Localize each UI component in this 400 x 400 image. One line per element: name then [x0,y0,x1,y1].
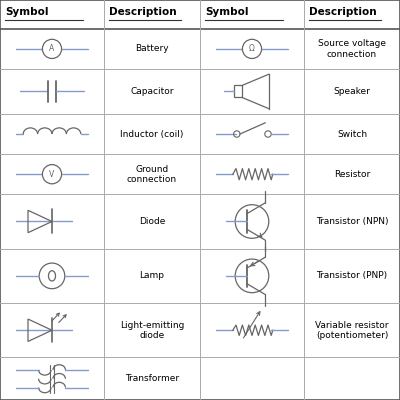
Text: Description: Description [309,8,376,18]
Text: Diode: Diode [139,217,165,226]
Text: Speaker: Speaker [334,87,370,96]
Text: Description: Description [109,8,176,18]
Text: Inductor (coil): Inductor (coil) [120,130,184,138]
Text: Light-emitting
diode: Light-emitting diode [120,320,184,340]
Text: A: A [49,44,55,53]
Bar [234,86,242,98]
Text: Transformer: Transformer [125,374,179,383]
Text: Lamp: Lamp [140,271,164,280]
Text: V: V [49,170,55,179]
Text: Switch: Switch [337,130,367,138]
Text: Transistor (PNP): Transistor (PNP) [316,271,388,280]
Text: Capacitor: Capacitor [130,87,174,96]
Text: Ground
connection: Ground connection [127,164,177,184]
Text: Symbol: Symbol [205,8,248,18]
Text: Source voltage
connection: Source voltage connection [318,39,386,58]
Text: Battery: Battery [135,44,169,53]
Text: Transistor (NPN): Transistor (NPN) [316,217,388,226]
Text: Variable resistor
(potentiometer): Variable resistor (potentiometer) [315,320,389,340]
Text: Resistor: Resistor [334,170,370,179]
Text: Symbol: Symbol [5,8,48,18]
Text: Ω: Ω [249,44,255,53]
